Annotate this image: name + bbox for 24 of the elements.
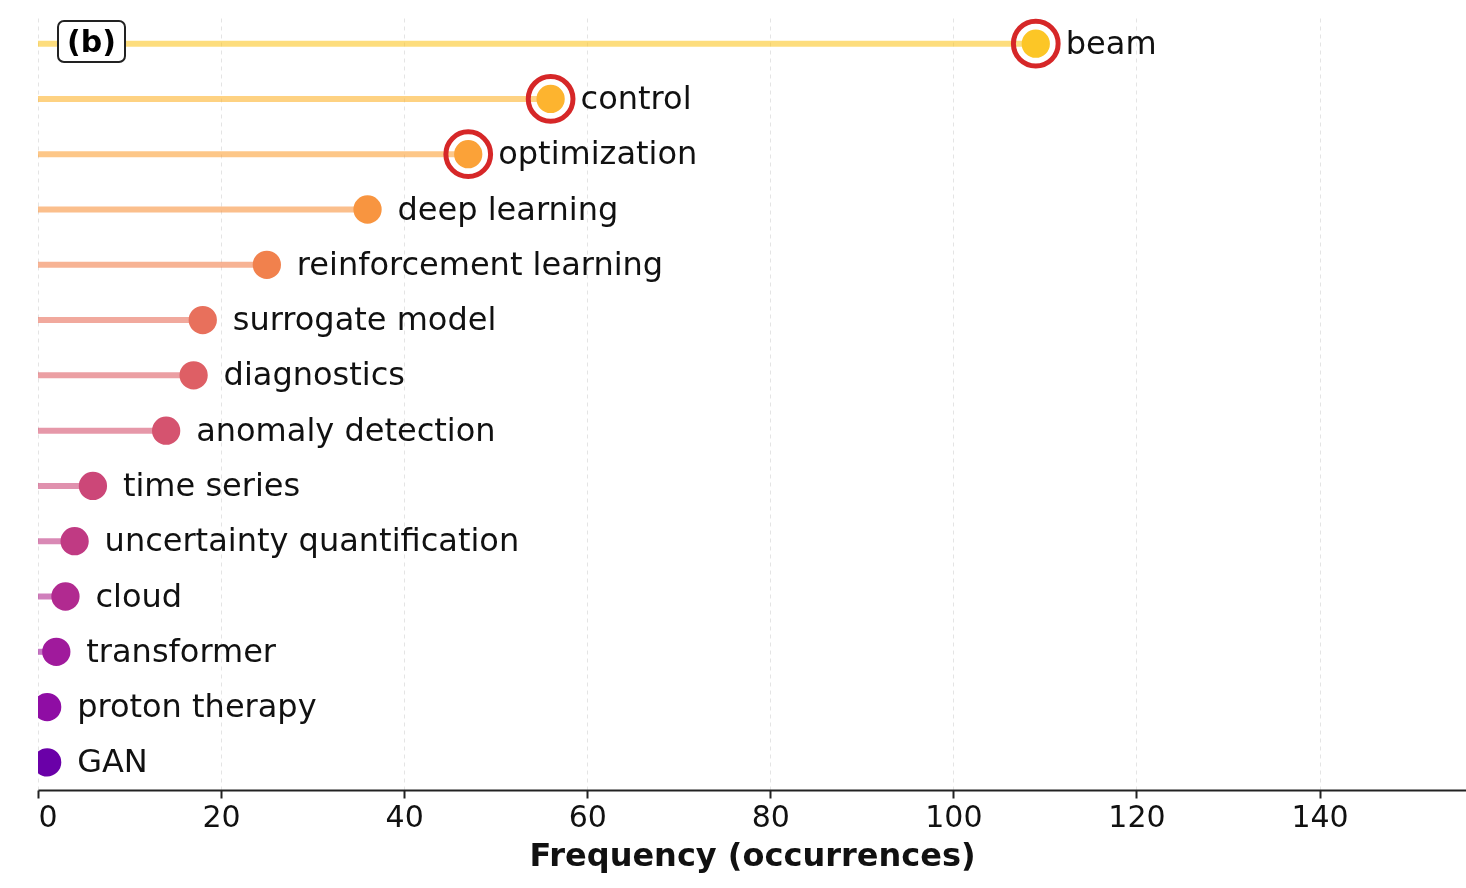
x-tick-label: 20 xyxy=(202,798,241,834)
x-tick-label: 60 xyxy=(568,798,607,834)
y-tick-label: GAN xyxy=(77,742,148,781)
x-tick-label: 100 xyxy=(925,798,983,834)
y-tick-label: diagnostics xyxy=(223,355,405,394)
y-tick-label: reinforcement learning xyxy=(296,244,664,283)
y-tick-label: deep learning xyxy=(397,189,619,228)
x-tick-label: 0 xyxy=(38,798,58,834)
y-tick-label: control xyxy=(580,78,692,117)
y-tick-label: optimization xyxy=(498,134,698,173)
y-tick-label: anomaly detection xyxy=(196,410,496,449)
y-tick-label: surrogate model xyxy=(232,300,497,339)
y-tick-label: cloud xyxy=(95,576,183,615)
y-tick-label: proton therapy xyxy=(77,687,317,726)
x-tick-label: 40 xyxy=(385,798,424,834)
y-tick-label: time series xyxy=(122,465,301,504)
x-axis-title: Frequency (occurrences) xyxy=(529,835,976,874)
y-tick-label: uncertainty quantification xyxy=(104,521,520,560)
y-tick-label: beam xyxy=(1065,23,1157,62)
x-tick-label: 120 xyxy=(1108,798,1166,834)
x-tick-label: 80 xyxy=(751,798,790,834)
x-tick-label: 140 xyxy=(1291,798,1349,834)
annotation: (b) xyxy=(57,20,126,63)
y-tick-label: transformer xyxy=(86,631,277,670)
